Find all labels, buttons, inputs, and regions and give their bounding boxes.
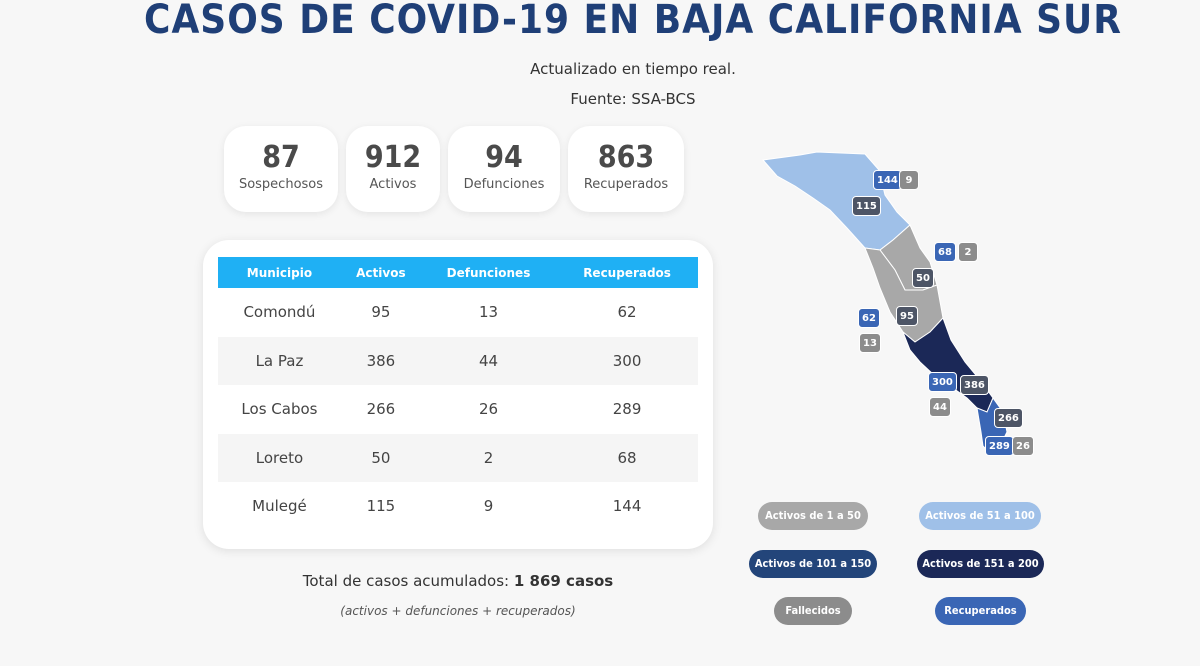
legend-fallecidos: Fallecidos [774, 597, 852, 625]
total-note: (activos + defunciones + recuperados) [340, 604, 576, 618]
cell-municipio: Mulegé [252, 497, 307, 516]
cell-municipio: Comondú [243, 303, 316, 322]
badge-comondu-recuperados: 62 [858, 308, 880, 328]
stat-card-activos: 912 Activos [346, 126, 440, 212]
cell-recuperados: 68 [556, 433, 698, 482]
legend-activos-151-200: Activos de 151 a 200 [917, 550, 1044, 578]
table-row: La Paz 386 44 300 [218, 336, 698, 385]
page-title: CASOS DE COVID-19 EN BAJA CALIFORNIA SUR [144, 0, 1122, 43]
cell-municipio: La Paz [218, 336, 341, 385]
source-note: Fuente: SSA-BCS [570, 90, 696, 108]
table-row: Los Cabos 266 26 289 [218, 385, 698, 434]
column-header: Activos [340, 257, 421, 288]
stat-value: 912 [364, 140, 422, 175]
map-region-mulege[interactable] [762, 151, 911, 251]
badge-loreto-fallecidos: 2 [958, 242, 978, 262]
stat-value: 863 [597, 140, 655, 175]
municipality-table: Municipio Activos Defunciones Recuperado… [218, 257, 698, 531]
stat-label: Defunciones [463, 177, 545, 192]
cell-municipio: Los Cabos [241, 400, 318, 419]
table-row: Mulegé 115 9 144 [218, 482, 698, 531]
cell-defunciones: 13 [478, 303, 499, 322]
stat-label: Recuperados [583, 177, 669, 192]
cell-activos: 386 [340, 336, 421, 385]
cell-activos: 50 [340, 433, 421, 482]
stat-card-sospechosos: 87 Sospechosos [224, 126, 338, 212]
stat-card-recuperados: 863 Recuperados [568, 126, 684, 212]
update-note: Actualizado en tiempo real. [530, 60, 736, 78]
stat-value: 87 [262, 140, 300, 175]
cell-activos: 115 [366, 497, 396, 516]
cell-defunciones: 2 [420, 433, 557, 482]
municipality-table-card: Municipio Activos Defunciones Recuperado… [203, 240, 713, 549]
cell-defunciones: 44 [420, 336, 557, 385]
badge-lapaz-recuperados: 300 [928, 372, 957, 392]
column-header: Recuperados [556, 257, 698, 288]
badge-lapaz-fallecidos: 44 [929, 397, 951, 417]
stat-value: 94 [485, 140, 523, 175]
badge-loscabos-fallecidos: 26 [1012, 436, 1034, 456]
badge-loscabos-recuperados: 289 [985, 436, 1014, 456]
cell-municipio: Loreto [218, 433, 341, 482]
cell-recuperados: 289 [612, 400, 642, 419]
badge-lapaz-activos: 386 [960, 375, 989, 395]
legend-activos-51-100: Activos de 51 a 100 [919, 502, 1041, 530]
badge-comondu-activos: 95 [896, 306, 918, 326]
badge-mulege-activos: 115 [852, 196, 881, 216]
badge-mulege-recuperados: 144 [873, 170, 902, 190]
cell-activos: 95 [371, 303, 391, 322]
legend-recuperados: Recuperados [935, 597, 1026, 625]
legend-activos-1-50: Activos de 1 a 50 [758, 502, 868, 530]
stat-card-defunciones: 94 Defunciones [448, 126, 560, 212]
total-value: 1 869 casos [513, 572, 614, 590]
cell-recuperados: 300 [556, 336, 698, 385]
badge-comondu-fallecidos: 13 [859, 333, 881, 353]
badge-mulege-fallecidos: 9 [899, 170, 919, 190]
badge-loscabos-activos: 266 [994, 408, 1023, 428]
stat-label: Sospechosos [238, 177, 324, 192]
total-cases: Total de casos acumulados: 1 869 casos [203, 572, 713, 590]
column-header: Defunciones [420, 257, 557, 288]
table-row: Loreto 50 2 68 [218, 433, 698, 482]
total-label: Total de casos acumulados: [302, 572, 514, 590]
badge-loreto-activos: 50 [912, 268, 934, 288]
column-header: Municipio [218, 257, 341, 288]
cell-defunciones: 26 [478, 400, 499, 419]
cell-defunciones: 9 [483, 497, 494, 516]
stat-label: Activos [369, 177, 417, 192]
page-subtitle: Actualizado en tiempo real. Fuente: SSA-… [0, 54, 1200, 114]
table-row: Comondú 95 13 62 [218, 288, 698, 337]
cell-recuperados: 144 [612, 497, 642, 516]
legend-activos-101-150: Activos de 101 a 150 [749, 550, 877, 578]
badge-loreto-recuperados: 68 [934, 242, 956, 262]
cell-activos: 266 [366, 400, 396, 419]
cell-recuperados: 62 [617, 303, 637, 322]
